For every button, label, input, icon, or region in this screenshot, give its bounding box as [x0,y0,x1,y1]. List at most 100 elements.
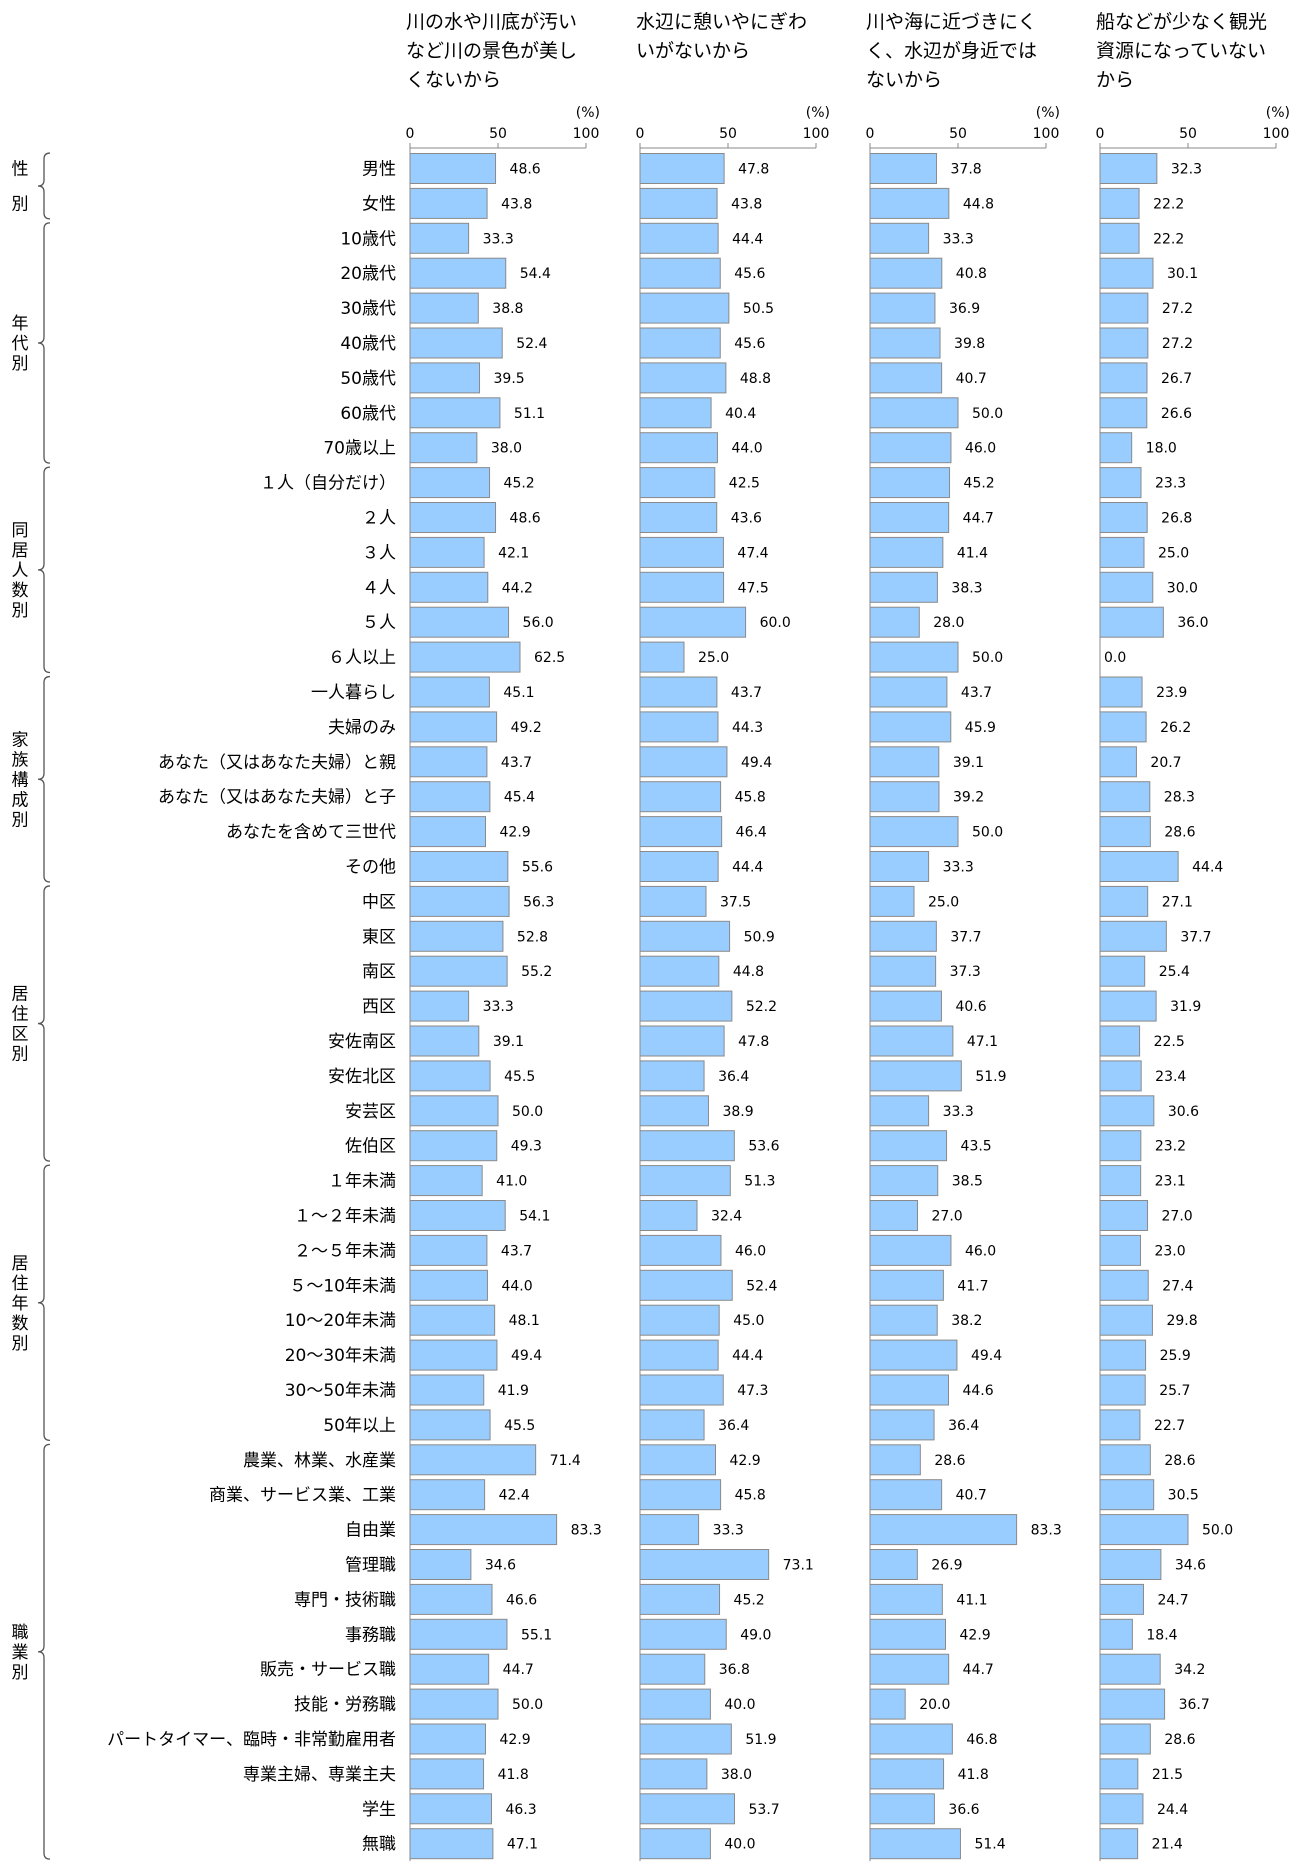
bar [869,1688,906,1720]
bar [1099,1095,1155,1127]
tick-label: 50 [489,126,507,142]
bar [1099,816,1151,848]
bar [409,1409,491,1441]
category-label: 50歳代 [340,369,396,389]
data-label: 47.5 [738,580,769,596]
bar [869,641,959,673]
bar [869,257,943,289]
bar [869,920,937,952]
group-label-char: 別 [12,601,29,621]
tick-label: 100 [1033,126,1060,142]
bar [1099,1409,1141,1441]
bar [639,292,730,324]
category-label: １年未満 [328,1172,396,1192]
category-label: 技能・労務職 [294,1695,396,1715]
data-label: 46.0 [735,1243,766,1259]
data-label: 25.0 [928,894,959,910]
bar [1099,1200,1149,1231]
data-label: 60.0 [760,615,791,631]
data-label: 27.2 [1162,336,1193,352]
tick-label: 50 [1179,126,1197,142]
data-label: 27.2 [1162,301,1193,317]
data-label: 25.9 [1160,1348,1191,1364]
bar [409,641,521,673]
data-label: 26.8 [1161,511,1192,527]
bar [1099,746,1137,778]
bar [1099,920,1167,952]
data-label: 36.0 [1177,615,1208,631]
bar [639,1479,722,1511]
category-label: ２～５年未満 [294,1241,396,1261]
data-label: 26.2 [1160,720,1191,736]
bar [409,1793,492,1825]
data-label: 46.0 [965,1243,996,1259]
bar [1099,467,1142,499]
data-label: 21.4 [1152,1837,1183,1853]
data-label: 42.5 [729,476,760,492]
bar [639,885,707,917]
bar [409,885,510,917]
bar [639,432,718,464]
bar [869,187,950,219]
bar [1099,1060,1142,1092]
data-label: 39.5 [494,371,525,387]
data-label: 42.1 [498,545,529,561]
category-label: あなたを含めて三世代 [226,823,396,843]
data-label: 27.0 [932,1209,963,1225]
data-label: 44.4 [1192,860,1223,876]
data-label: 44.8 [733,964,764,980]
bar [1099,362,1148,394]
data-label: 37.3 [950,964,981,980]
data-label: 40.7 [956,1488,987,1504]
category-label: 女性 [362,194,396,214]
bar [1099,1688,1166,1720]
data-label: 40.8 [956,266,987,282]
group-brace [37,222,51,464]
panel-title-line: 川や海に近づきにく [866,11,1037,33]
bar [639,187,718,219]
bar [869,1444,921,1476]
data-label: 38.2 [951,1313,982,1329]
data-label: 51.3 [744,1174,775,1190]
data-label: 50.0 [512,1104,543,1120]
panel-title-line: 船などが少なく観光 [1096,11,1267,33]
category-label: ５人 [362,613,396,633]
data-label: 40.0 [724,1837,755,1853]
bar [409,432,478,464]
data-label: 37.7 [1180,929,1211,945]
category-label: 60歳代 [340,404,396,424]
data-label: 23.3 [1155,476,1186,492]
group-label-char: 年 [12,1294,29,1314]
bar [869,467,951,499]
group-label-char: 成 [12,790,29,810]
data-label: 18.0 [1146,441,1177,457]
tick-label: 100 [573,126,600,142]
data-label: 54.4 [520,266,551,282]
category-label: 30～50年未満 [285,1381,396,1401]
data-label: 27.4 [1162,1278,1193,1294]
data-label: 36.9 [949,301,980,317]
bar [869,1828,961,1860]
data-label: 42.9 [730,1453,761,1469]
category-label: 中区 [362,892,396,912]
bar [639,641,685,673]
bar [1099,153,1158,184]
data-label: 83.3 [571,1523,602,1539]
data-label: 45.6 [734,336,765,352]
data-label: 20.0 [919,1697,950,1713]
data-label: 50.0 [972,825,1003,841]
data-label: 39.1 [493,1034,524,1050]
bar [1099,885,1149,917]
data-label: 42.4 [499,1488,530,1504]
bar [869,781,940,813]
data-label: 21.5 [1152,1767,1183,1783]
bar [409,1758,485,1790]
panel-title-line: く、水辺が身近では [866,40,1037,62]
category-label: あなた（又はあなた夫婦）と親 [158,753,396,773]
data-label: 23.2 [1155,1139,1186,1155]
group-label-char: 別 [12,354,29,374]
tick-label: 0 [866,126,875,142]
bar [409,990,470,1022]
group-label-char: 区 [12,1025,29,1045]
